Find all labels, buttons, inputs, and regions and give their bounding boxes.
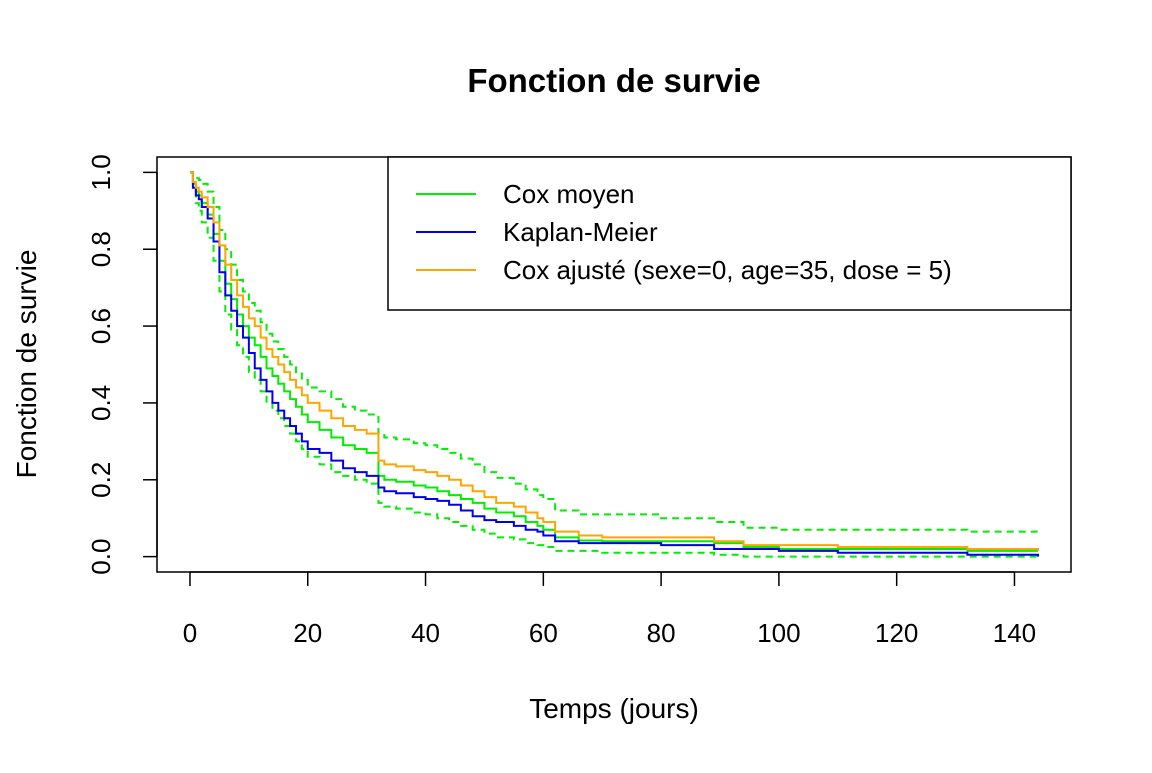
x-axis: 0 20 40 60 80 100 120 140 [183, 571, 1036, 648]
chart-title: Fonction de survie [467, 62, 760, 99]
y-tick-label: 1.0 [86, 154, 116, 190]
y-tick-label: 0.0 [86, 539, 116, 575]
legend-label: Cox ajusté (sexe=0, age=35, dose = 5) [503, 255, 952, 285]
legend-label: Cox moyen [503, 179, 635, 209]
series-line-cox-moyen-borne-superieure [189, 171, 1040, 534]
series-line-kaplan-meier [189, 171, 1040, 557]
x-tick-label: 40 [411, 618, 440, 648]
x-tick-label: 100 [757, 618, 800, 648]
y-tick-label: 0.2 [86, 462, 116, 498]
x-tick-label: 0 [183, 618, 197, 648]
legend-box [387, 156, 1072, 311]
y-axis-title: Fonction de survie [11, 250, 42, 479]
y-tick-label: 0.8 [86, 231, 116, 267]
y-tick-label: 0.6 [86, 308, 116, 344]
x-tick-label: 80 [647, 618, 676, 648]
legend: Cox moyen Kaplan-Meier Cox ajusté (sexe=0,… [387, 156, 1072, 311]
y-axis: 0.0 0.2 0.4 0.6 0.8 1.0 [86, 154, 158, 575]
x-tick-label: 120 [875, 618, 918, 648]
legend-label: Kaplan-Meier [503, 217, 658, 247]
x-tick-label: 140 [993, 618, 1036, 648]
x-tick-label: 60 [529, 618, 558, 648]
x-tick-label: 20 [293, 618, 322, 648]
series-line-cox-moyen [189, 171, 1039, 552]
series-line-cox-ajuste-sexe-0-age-35-dose-5 [189, 171, 1040, 551]
series-line-cox-moyen-borne-inferieure [189, 171, 1039, 558]
x-axis-title: Temps (jours) [529, 693, 699, 724]
y-tick-label: 0.4 [86, 385, 116, 421]
curves-layer [189, 171, 1040, 558]
